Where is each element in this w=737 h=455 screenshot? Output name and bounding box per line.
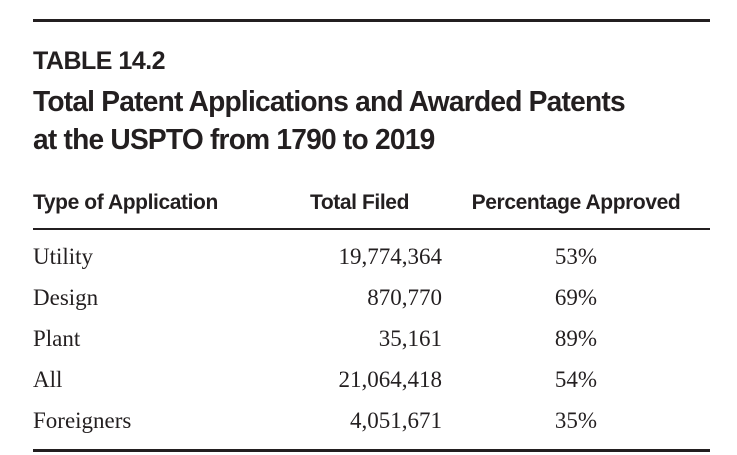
- patents-table-body: Utility 19,774,364 53% Design 870,770 69…: [33, 229, 710, 451]
- cell-type: Utility: [33, 243, 94, 269]
- table-row: All 21,064,418 54%: [33, 359, 710, 400]
- header-row: Type of Application Total Filed Percenta…: [33, 191, 710, 230]
- column-header-total-filed: Total Filed: [263, 191, 442, 230]
- table-row: Design 870,770 69%: [33, 277, 710, 318]
- top-rule: [33, 19, 710, 22]
- cell-total-filed: 21,064,418: [338, 366, 443, 392]
- cell-total-filed: 4,051,671: [350, 407, 442, 433]
- table-row: Utility 19,774,364 53%: [33, 229, 710, 277]
- cell-total-filed: 35,161: [378, 325, 442, 351]
- cell-pct-approved: 89%: [554, 325, 598, 351]
- table-title-line-1: Total Patent Applications and Awarded Pa…: [33, 86, 626, 118]
- table-title-line-2: at the USPTO from 1790 to 2019: [33, 124, 435, 156]
- cell-pct-approved: 54%: [554, 366, 598, 392]
- cell-type: Foreigners: [33, 407, 132, 433]
- table-caption: TABLE 14.2 Total Patent Applications and…: [33, 46, 723, 159]
- cell-type: All: [33, 366, 63, 392]
- cell-type: Plant: [33, 325, 81, 351]
- table-row: Foreigners 4,051,671 35%: [33, 400, 710, 451]
- table-row: Plant 35,161 89%: [33, 318, 710, 359]
- patents-table-header: Type of Application Total Filed Percenta…: [33, 191, 710, 230]
- column-header-type-of-application: Type of Application: [33, 191, 263, 230]
- cell-pct-approved: 69%: [554, 284, 598, 310]
- patents-table: Type of Application Total Filed Percenta…: [33, 191, 710, 452]
- cell-pct-approved: 35%: [554, 407, 598, 433]
- cell-type: Design: [33, 284, 99, 310]
- table-number-label: TABLE 14.2: [33, 47, 166, 75]
- cell-pct-approved: 53%: [554, 243, 598, 269]
- cell-total-filed: 19,774,364: [338, 243, 443, 269]
- cell-total-filed: 870,770: [367, 284, 442, 310]
- column-header-percentage-approved: Percentage Approved: [442, 191, 710, 230]
